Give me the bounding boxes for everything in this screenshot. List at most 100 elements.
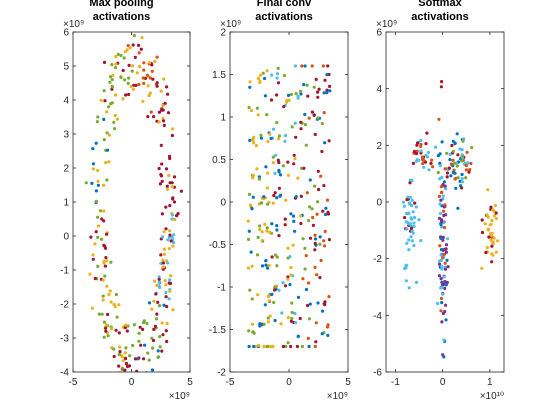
scatter-point bbox=[284, 344, 288, 349]
scatter-point bbox=[270, 222, 274, 226]
scatter-point bbox=[250, 297, 254, 301]
scatter-point bbox=[167, 297, 171, 301]
scatter-point bbox=[107, 160, 111, 164]
scatter-point bbox=[283, 223, 287, 227]
scatter-point bbox=[167, 247, 171, 251]
scatter-point bbox=[93, 276, 97, 281]
scatter-point bbox=[441, 292, 445, 296]
scatter-point bbox=[299, 194, 303, 198]
scatter-point bbox=[91, 253, 95, 257]
scatter-point bbox=[158, 335, 162, 339]
scatter-point bbox=[279, 322, 283, 326]
scatter-point bbox=[275, 120, 279, 125]
scatter-point bbox=[102, 117, 106, 121]
scatter-point bbox=[311, 215, 315, 220]
scatter-point bbox=[259, 136, 263, 140]
scatter-point bbox=[98, 209, 102, 213]
scatter-point bbox=[316, 200, 320, 204]
scatter-point bbox=[117, 303, 121, 307]
scatter-point bbox=[277, 160, 281, 165]
scatter-point bbox=[266, 320, 270, 324]
scatter-point bbox=[326, 212, 331, 216]
scatter-point bbox=[450, 143, 454, 148]
scatter-point bbox=[127, 364, 132, 368]
scatter-point bbox=[161, 104, 165, 108]
scatter-point bbox=[417, 218, 421, 222]
scatter-point bbox=[486, 227, 490, 231]
scatter-point bbox=[306, 94, 310, 98]
scatter-point bbox=[410, 239, 414, 243]
scatter-point bbox=[444, 187, 448, 191]
scatter-point bbox=[441, 235, 445, 239]
scatter-point bbox=[105, 259, 109, 263]
scatter-point bbox=[170, 235, 174, 239]
scatter-point bbox=[142, 68, 146, 72]
scatter-point bbox=[283, 284, 288, 288]
scatter-point bbox=[250, 207, 254, 211]
scatter-point bbox=[127, 76, 131, 80]
scatter-point bbox=[430, 158, 434, 162]
scatter-point bbox=[485, 245, 489, 250]
y-tick-label: -6 bbox=[373, 368, 382, 379]
scatter-point bbox=[138, 64, 142, 69]
scatter-point bbox=[460, 177, 464, 181]
scatter-point bbox=[262, 195, 266, 199]
scatter-point bbox=[114, 374, 117, 377]
scatter-point bbox=[258, 227, 262, 232]
scatter-point bbox=[275, 255, 279, 259]
scatter-point bbox=[292, 153, 296, 157]
scatter-point bbox=[311, 223, 315, 227]
scatter-point bbox=[273, 285, 277, 289]
scatter-point bbox=[436, 301, 440, 306]
scatter-point bbox=[443, 279, 447, 284]
scatter-point bbox=[84, 181, 88, 185]
scatter-point bbox=[153, 324, 157, 328]
y-tick-label: 2 bbox=[63, 164, 69, 175]
scatter-point bbox=[118, 350, 122, 354]
scatter-point bbox=[303, 64, 307, 68]
y-tick-label: -1 bbox=[60, 266, 69, 277]
scatter-point bbox=[116, 377, 119, 380]
scatter-point bbox=[412, 221, 416, 225]
scatter-point bbox=[300, 344, 304, 349]
scatter-point bbox=[405, 241, 409, 245]
scatter-point bbox=[402, 204, 406, 208]
scatter-point bbox=[251, 176, 255, 180]
scatter-point bbox=[157, 110, 161, 114]
scatter-point bbox=[277, 186, 281, 190]
scatter-point bbox=[289, 319, 293, 323]
scatter-point bbox=[162, 77, 166, 81]
scatter-point bbox=[445, 171, 450, 175]
scatter-point bbox=[246, 219, 250, 223]
scatter-point bbox=[275, 93, 279, 97]
scatter-point bbox=[124, 362, 129, 366]
scatter-point bbox=[424, 142, 428, 146]
scatter-point bbox=[104, 323, 108, 327]
scatter-point bbox=[115, 117, 120, 121]
scatter-point bbox=[255, 106, 259, 110]
scatter-point bbox=[157, 166, 161, 171]
scatter-point bbox=[126, 44, 130, 48]
scatter-point bbox=[444, 283, 448, 287]
scatter-point bbox=[164, 295, 168, 299]
scatter-point bbox=[460, 180, 464, 184]
y-tick-label: -1 bbox=[217, 283, 226, 294]
scatter-point bbox=[307, 317, 311, 321]
x-tick-label: 1 bbox=[487, 377, 493, 388]
scatter-point bbox=[105, 131, 109, 135]
scatter-point bbox=[151, 346, 155, 350]
scatter-point bbox=[290, 316, 294, 321]
scatter-point bbox=[260, 322, 264, 327]
scatter-point bbox=[451, 149, 455, 153]
scatter-point bbox=[157, 275, 161, 279]
scatter-point bbox=[405, 198, 409, 202]
scatter-point bbox=[320, 122, 324, 126]
scatter-point bbox=[132, 323, 136, 327]
scatter-point bbox=[291, 243, 295, 247]
scatter-point bbox=[409, 226, 414, 230]
scatter-point bbox=[138, 325, 142, 329]
scatter-point bbox=[442, 355, 446, 359]
scatter-point bbox=[456, 206, 460, 210]
scatter-point bbox=[141, 321, 146, 325]
y-tick-label: 4 bbox=[63, 96, 69, 107]
